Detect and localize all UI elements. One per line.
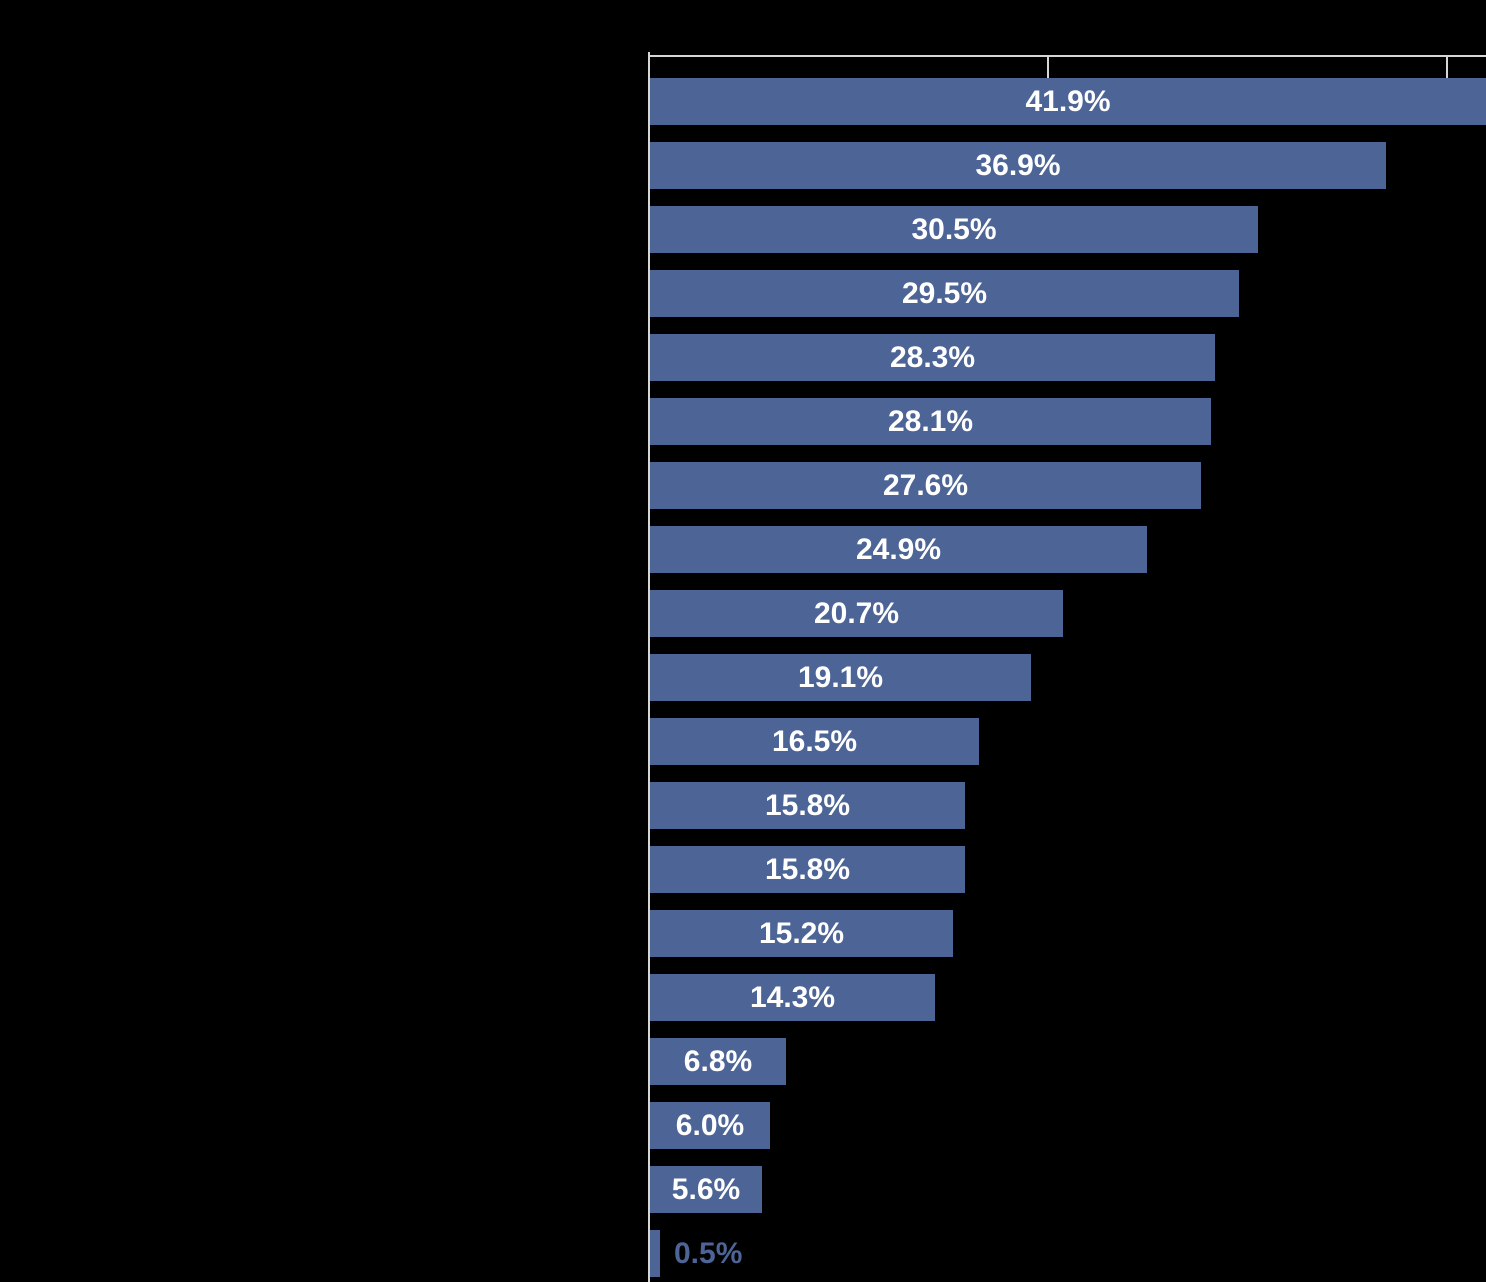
bar: 41.9% (650, 78, 1486, 125)
bar: 16.5% (650, 718, 979, 765)
y-axis-line (648, 52, 650, 1282)
x-axis-line (648, 55, 1486, 57)
bar: 15.8% (650, 846, 965, 893)
bar-value-label: 28.3% (889, 341, 976, 374)
x-axis-tick (1446, 57, 1448, 79)
bar-value-label: 29.5% (901, 277, 988, 310)
bar: 6.8% (650, 1038, 786, 1085)
bar-value-label: 6.8% (683, 1045, 753, 1078)
bar-value-label: 28.1% (887, 405, 974, 438)
bar-value-label: 24.9% (855, 533, 942, 566)
bar-value-label: 15.8% (764, 853, 851, 886)
x-axis-tick (648, 57, 650, 79)
bar-value-label: 36.9% (975, 149, 1061, 182)
bar: 19.1% (650, 654, 1031, 701)
bar-value-label: 15.8% (764, 789, 851, 822)
bar-value-label: 41.9% (1025, 85, 1111, 118)
bar-value-label: 27.6% (882, 469, 969, 502)
bar: 0.5% (650, 1230, 742, 1277)
bar-value-label: 0.5% (674, 1237, 743, 1270)
bar: 24.9% (650, 526, 1147, 573)
bar: 15.8% (650, 782, 965, 829)
bar-value-label: 20.7% (813, 597, 900, 630)
bar-value-label: 5.6% (671, 1173, 741, 1206)
bar: 30.5% (650, 206, 1258, 253)
bar: 20.7% (650, 590, 1063, 637)
bar-value-label: 14.3% (749, 981, 836, 1014)
bar: 5.6% (650, 1166, 762, 1213)
bar: 15.2% (650, 910, 953, 957)
bar-value-label: 15.2% (758, 917, 845, 950)
bar-value-label: 19.1% (797, 661, 884, 694)
bar: 36.9% (650, 142, 1386, 189)
bar: 14.3% (650, 974, 935, 1021)
bar: 28.3% (650, 334, 1215, 381)
bar: 27.6% (650, 462, 1201, 509)
x-axis-tick (1047, 57, 1049, 79)
bar: 29.5% (650, 270, 1239, 317)
bar-value-label: 6.0% (675, 1109, 745, 1142)
bar-value-label: 16.5% (771, 725, 858, 758)
bar-value-label: 30.5% (911, 213, 997, 246)
bar: 6.0% (650, 1102, 770, 1149)
bar: 28.1% (650, 398, 1211, 445)
